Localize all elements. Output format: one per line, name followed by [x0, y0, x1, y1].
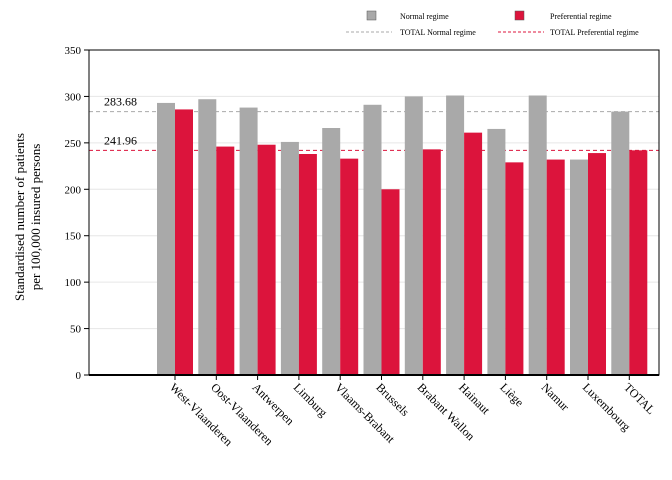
- bar-preferential-regime: [340, 158, 359, 375]
- reference-label-total-normal: 283.68: [104, 95, 137, 109]
- y-tick-label: 200: [65, 184, 82, 196]
- y-tick-label: 350: [65, 45, 82, 57]
- bar-preferential-regime: [257, 144, 276, 375]
- bar-normal-regime: [404, 96, 423, 375]
- bar-preferential-regime: [464, 132, 483, 375]
- legend-label-total-preferential: TOTAL Preferential regime: [550, 28, 639, 37]
- bar-preferential-regime: [381, 189, 400, 375]
- bar-preferential-regime: [505, 162, 524, 375]
- bar-preferential-regime: [216, 146, 235, 375]
- legend-swatch-preferential: [514, 10, 525, 21]
- bar-normal-regime: [487, 128, 506, 375]
- y-tick-label: 100: [65, 277, 82, 289]
- y-tick-label: 250: [65, 138, 82, 150]
- legend-swatch-normal: [366, 10, 377, 21]
- legend: Normal regime Preferential regime TOTAL …: [346, 10, 639, 37]
- x-tick-label: Hainaut: [456, 380, 493, 417]
- y-tick-label: 0: [76, 370, 82, 382]
- bar-preferential-regime: [175, 109, 193, 375]
- bar-preferential-regime: [422, 149, 441, 375]
- bar-preferential-regime: [546, 159, 565, 375]
- bar-normal-regime: [322, 128, 341, 375]
- legend-label-preferential: Preferential regime: [550, 12, 612, 21]
- bar-normal-regime: [239, 107, 258, 376]
- legend-label-normal: Normal regime: [400, 12, 449, 21]
- y-tick-label: 300: [65, 91, 82, 103]
- y-tick-label: 150: [65, 231, 82, 243]
- tick-labels: 050100150200250300350West-VlaanderenOost…: [65, 45, 659, 449]
- y-axis-title-line2: per 100,000 insured persons: [28, 144, 43, 291]
- bar-normal-regime: [611, 111, 630, 375]
- bar-normal-regime: [363, 104, 382, 376]
- y-axis-title-line1: Standardised number of patients: [12, 133, 27, 301]
- x-tick-label: Limburg: [291, 380, 330, 419]
- bar-normal-regime: [198, 99, 217, 375]
- reference-label-total-preferential: 241.96: [104, 133, 137, 147]
- axes: [84, 49, 660, 380]
- bar-preferential-regime: [629, 150, 648, 375]
- x-tick-label: Liège: [497, 380, 526, 409]
- bar-normal-regime: [570, 159, 588, 375]
- legend-label-total-normal: TOTAL Normal regime: [400, 28, 476, 37]
- y-tick-label: 50: [70, 324, 82, 336]
- bar-normal-regime: [157, 102, 175, 375]
- x-tick-label: Namur: [539, 380, 572, 413]
- bar-normal-regime: [528, 95, 547, 375]
- bar-preferential-regime: [298, 154, 317, 375]
- bar-normal-regime: [446, 95, 465, 375]
- bar-normal-regime: [280, 141, 299, 375]
- x-tick-label: Brussels: [373, 380, 412, 419]
- bars: [157, 95, 648, 376]
- bar-preferential-regime: [588, 153, 606, 375]
- x-tick-label: TOTAL: [621, 380, 658, 417]
